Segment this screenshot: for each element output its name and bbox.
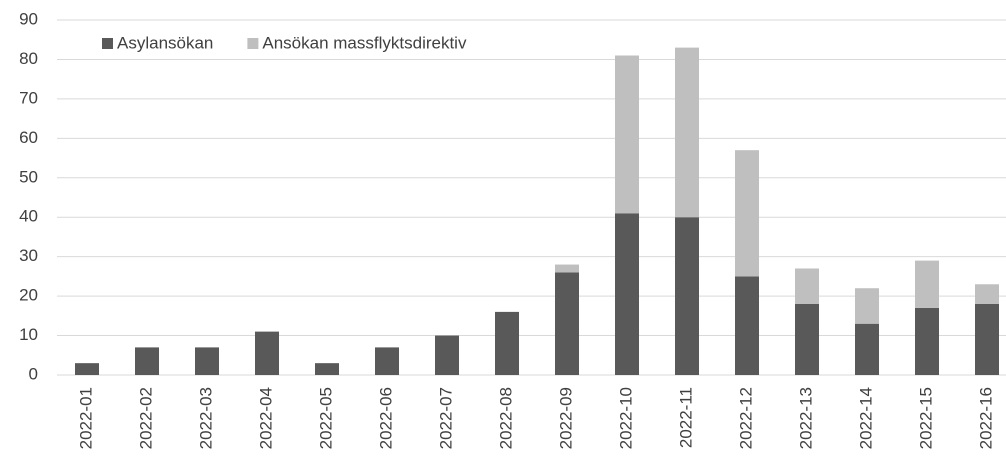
legend-label: Ansökan massflyktsdirektiv [262,33,467,52]
bar-segment [75,363,99,375]
y-tick-label: 90 [19,9,38,28]
y-tick-label: 50 [19,167,38,186]
bar-segment [375,347,399,375]
bar-segment [495,311,519,375]
x-tick-label: 2022-02 [136,387,155,449]
bar-segment [615,55,639,214]
bar-segment [135,347,159,375]
bar-segment [675,47,699,218]
bar-segment [795,268,819,304]
x-tick-label: 2022-16 [976,387,995,449]
x-tick-label: 2022-12 [736,387,755,449]
x-tick-label: 2022-06 [376,387,395,449]
x-tick-label: 2022-04 [256,387,275,449]
bar-segment [915,307,939,375]
bar-segment [435,335,459,375]
x-tick-label: 2022-05 [316,387,335,449]
x-tick-label: 2022-14 [856,387,875,449]
bar-segment [855,323,879,375]
x-tick-label: 2022-10 [616,387,635,449]
bar-segment [675,217,699,375]
y-tick-label: 20 [19,286,38,305]
bar-segment [195,347,219,375]
x-tick-label: 2022-03 [196,387,215,449]
bar-segment [315,363,339,375]
x-tick-label: 2022-08 [496,387,515,449]
x-tick-label: 2022-15 [916,387,935,449]
bar-segment [255,331,279,375]
legend-label: Asylansökan [117,33,213,52]
y-tick-label: 80 [19,49,38,68]
y-tick-label: 60 [19,128,38,147]
x-tick-label: 2022-07 [436,387,455,449]
legend-swatch [247,38,259,49]
x-tick-label: 2022-01 [76,387,95,449]
y-tick-label: 40 [19,207,38,226]
y-tick-label: 70 [19,88,38,107]
bar-segment [735,150,759,277]
bar-segment [555,272,579,375]
y-tick-label: 0 [29,364,38,383]
bar-segment [735,276,759,375]
bar-segment [555,264,579,273]
y-tick-label: 10 [19,325,38,344]
bar-segment [975,304,999,375]
x-tick-label: 2022-11 [676,387,695,448]
y-tick-label: 30 [19,246,38,265]
bar-segment [795,304,819,375]
bar-segment [855,288,879,324]
bar-segment [615,213,639,375]
bar-segment [915,260,939,308]
x-tick-label: 2022-09 [556,387,575,449]
bar-segment [975,284,999,304]
legend-swatch [102,38,113,49]
x-tick-label: 2022-13 [796,387,815,449]
